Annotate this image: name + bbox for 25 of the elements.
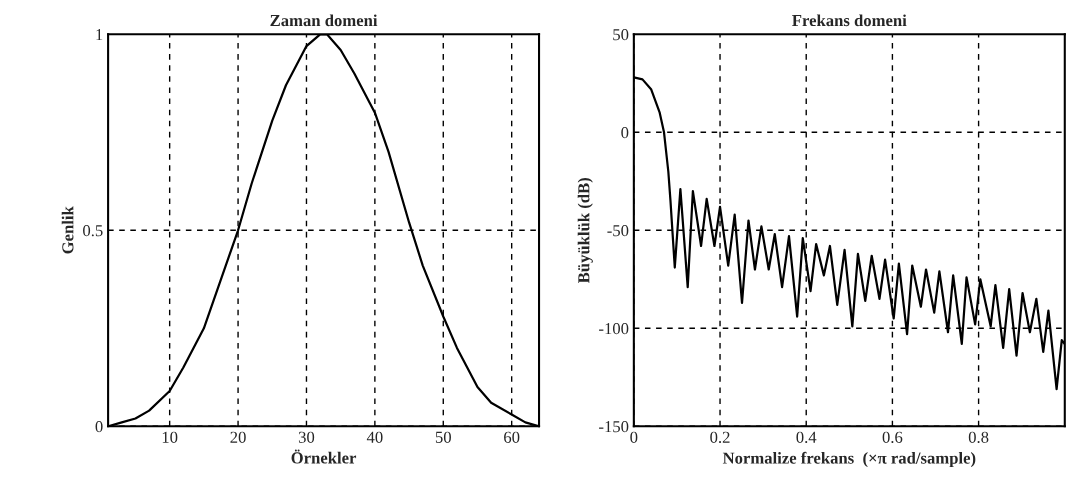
x-tick-label: 40 [366, 431, 383, 443]
x-tick-label: 0 [630, 431, 638, 443]
chart-title: Zaman domeni [270, 14, 378, 27]
x-tick-label: 10 [162, 431, 178, 443]
y-tick-label: -50 [607, 225, 629, 237]
x-axis-title: Normalize frekans (×π rad/sample) [722, 451, 976, 468]
y-tick-label: 0.5 [83, 225, 103, 237]
x-axis-title: Örnekler [291, 449, 357, 464]
x-tick-label: 50 [435, 431, 451, 443]
y-tick-label: 1 [96, 29, 103, 41]
x-tick-label: 30 [298, 431, 315, 443]
y-tick-label: -100 [599, 323, 629, 335]
x-tick-label: 0.2 [710, 431, 730, 443]
y-axis-title: Büyüklük (dB) [577, 177, 593, 284]
x-tick-label: 20 [230, 431, 246, 443]
x-tick-label: 0.4 [796, 431, 817, 443]
y-tick-label: -150 [599, 421, 629, 433]
x-tick-label: 0.6 [882, 431, 903, 443]
x-tick-label: 60 [504, 431, 520, 443]
y-axis-title: Genlik [61, 206, 74, 254]
chart-title: Frekans domeni [792, 14, 907, 27]
y-tick-label: 0 [621, 127, 629, 139]
y-tick-label: 0 [95, 421, 103, 433]
x-tick-label: 0.8 [968, 431, 989, 443]
y-tick-label: 50 [613, 29, 629, 41]
